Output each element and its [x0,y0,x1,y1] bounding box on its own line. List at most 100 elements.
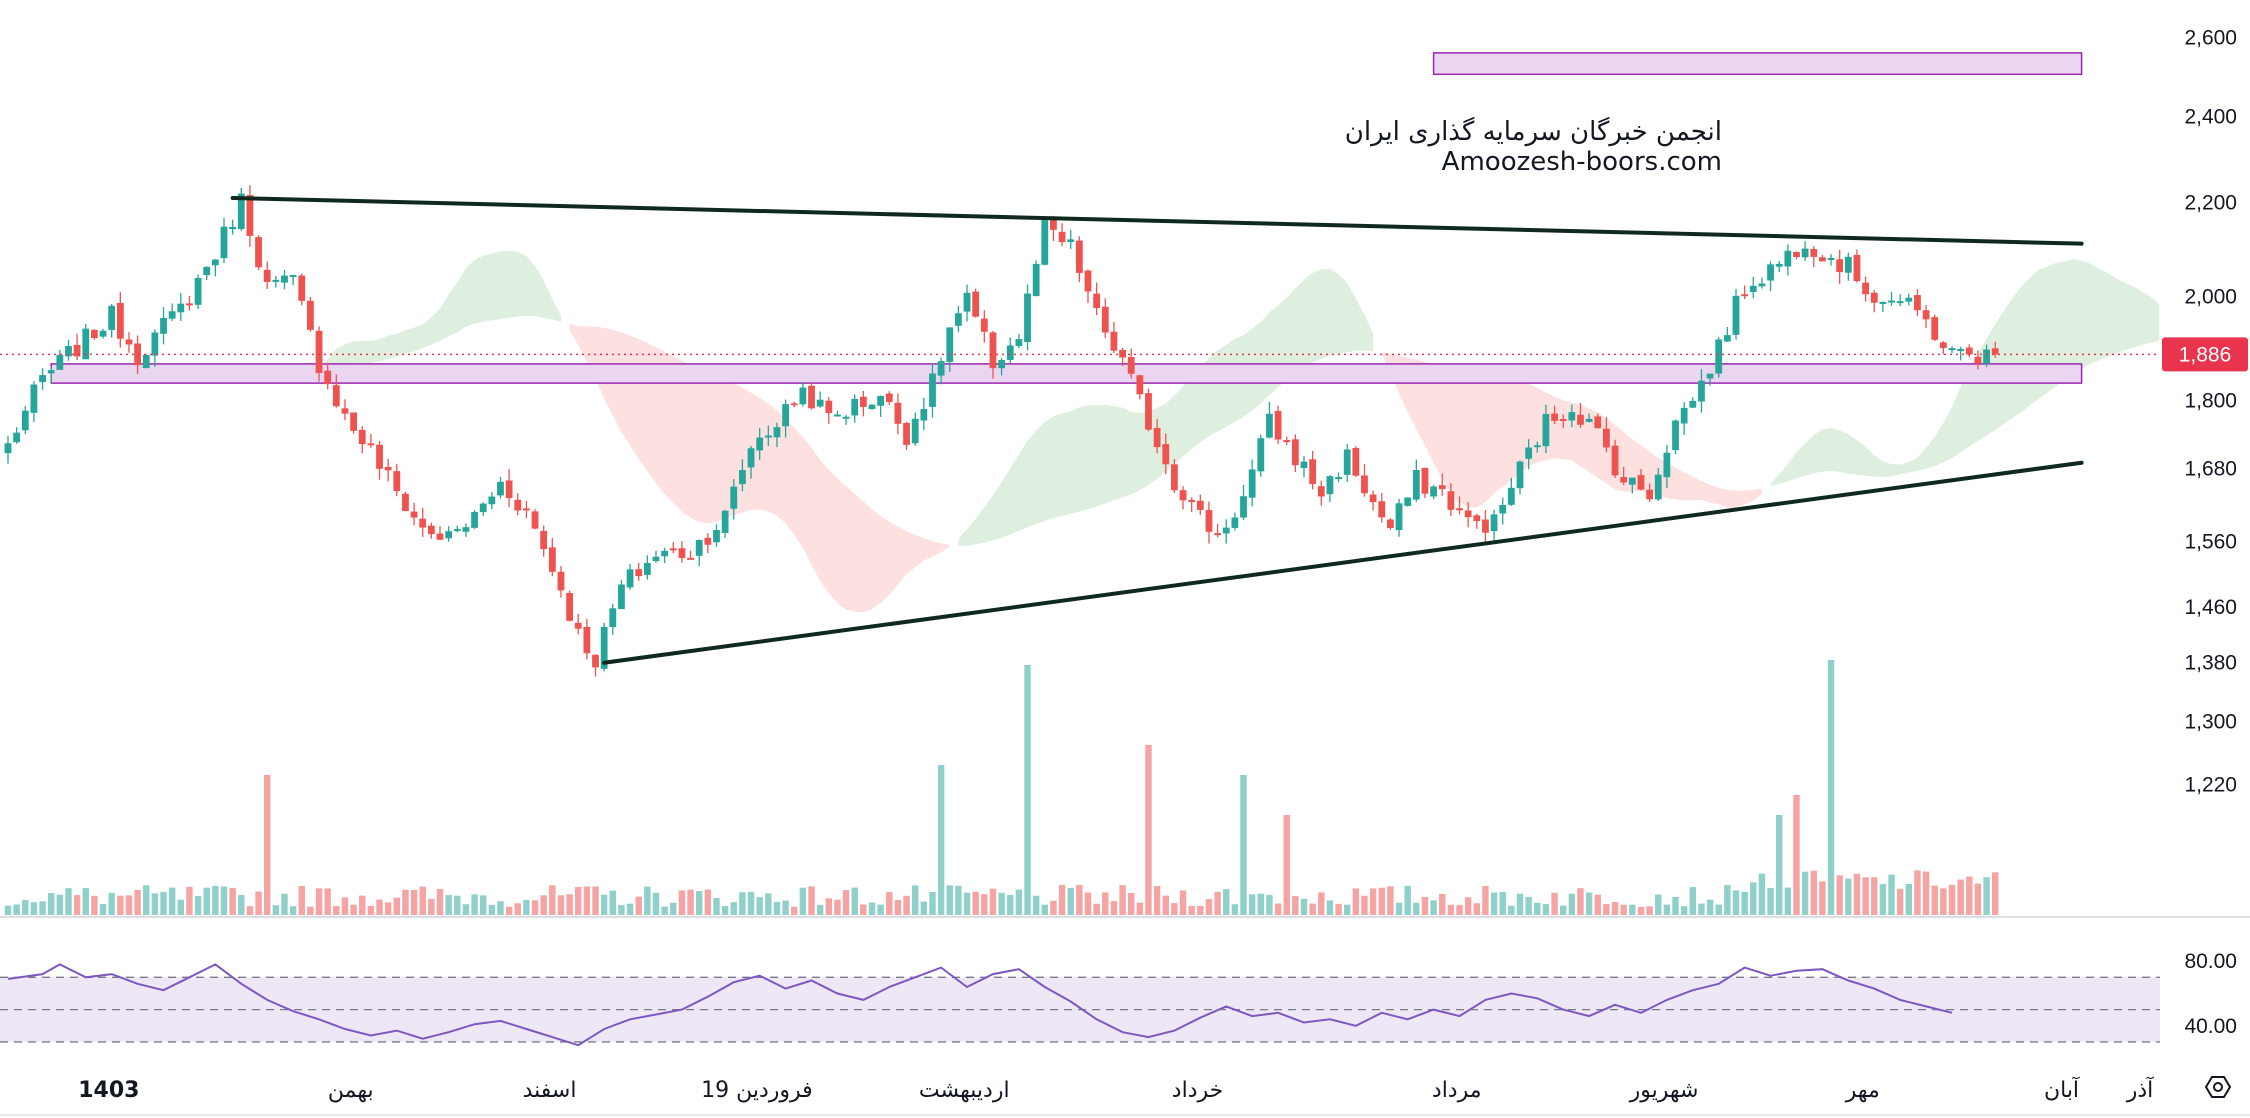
candle-body[interactable] [1637,475,1645,490]
candle-body[interactable] [151,332,159,356]
candle-body[interactable] [116,302,124,339]
candle-body[interactable] [1127,357,1135,374]
candle-body[interactable] [1715,339,1723,374]
candle-body[interactable] [281,275,288,283]
candle-body[interactable] [540,530,548,550]
candle-body[interactable] [877,396,885,406]
candle-body[interactable] [1974,356,1982,364]
candle-body[interactable] [1032,264,1040,297]
candle-body[interactable] [65,345,72,357]
candle-body[interactable] [436,533,444,540]
candle-body[interactable] [808,385,815,409]
candle-body[interactable] [1145,393,1152,430]
candle-body[interactable] [868,404,876,410]
candle-body[interactable] [1559,419,1567,422]
candle-body[interactable] [367,443,375,446]
candle-body[interactable] [220,226,228,259]
candle-body[interactable] [1490,514,1498,532]
candle-body[interactable] [1939,342,1947,349]
candle-body[interactable] [462,527,470,532]
candle-body[interactable] [695,539,703,556]
candle-body[interactable] [834,414,841,417]
candle-body[interactable] [548,547,556,572]
candle-body[interactable] [1784,250,1792,267]
candle-body[interactable] [929,373,936,407]
candle-body[interactable] [1447,491,1455,510]
candle-body[interactable] [1594,416,1602,429]
candle-body[interactable] [955,313,962,326]
candle-body[interactable] [1387,519,1394,528]
candle-body[interactable] [358,429,366,445]
candle-body[interactable] [747,448,755,468]
candle-body[interactable] [1620,477,1628,483]
candle-body[interactable] [445,531,453,539]
candle-body[interactable] [1343,449,1351,475]
candle-body[interactable] [1317,486,1325,497]
candle-body[interactable] [1723,335,1731,342]
price-axis[interactable]: 2,600 2,400 2,200 2,000 1,800 1,680 1,560 1,460… [2184,27,2237,797]
candle-body[interactable] [730,486,738,509]
candle-body[interactable] [272,279,280,282]
rsi-line[interactable] [7,963,1953,1047]
candle-body[interactable] [523,508,530,511]
candle-body[interactable] [1300,461,1308,468]
candle-body[interactable] [1888,300,1895,303]
candle-body[interactable] [1628,477,1636,485]
candle-body[interactable] [177,303,185,313]
candle-body[interactable] [635,569,643,577]
candle-body[interactable] [1412,469,1420,500]
candle-body[interactable] [341,408,349,414]
candle-body[interactable] [1335,477,1342,480]
candle-body[interactable] [1741,294,1749,297]
candle-body[interactable] [1058,231,1066,243]
candle-body[interactable] [1507,487,1515,505]
candle-body[interactable] [1231,517,1239,528]
candle-body[interactable] [998,360,1005,369]
candle-body[interactable] [851,398,859,416]
candle-body[interactable] [99,330,107,337]
candle-body[interactable] [1326,476,1334,495]
candle-body[interactable] [1931,317,1939,340]
candle-body[interactable] [626,569,634,588]
candle-body[interactable] [1879,301,1887,304]
candle-body[interactable] [497,481,504,496]
candle-body[interactable] [903,423,910,445]
candle-body[interactable] [894,402,902,424]
candle-body[interactable] [73,344,81,357]
candle-body[interactable] [1965,347,1973,355]
candle-body[interactable] [1179,490,1187,501]
candle-body[interactable] [764,435,772,438]
candle-body[interactable] [1352,448,1360,476]
candle-body[interactable] [1983,349,1990,364]
candle-body[interactable] [592,654,599,668]
candle-body[interactable] [1006,345,1014,360]
candle-body[interactable] [1542,414,1550,447]
candle-body[interactable] [1905,297,1913,302]
candle-body[interactable] [1646,489,1653,500]
candle-body[interactable] [1464,510,1472,518]
candle-body[interactable] [203,266,211,276]
candle-body[interactable] [557,571,565,591]
candle-body[interactable] [1274,411,1282,440]
candle-body[interactable] [1093,293,1101,309]
rsi-pane[interactable]: 80.00 40.00 [0,950,2237,1047]
candle-body[interactable] [531,511,539,529]
candle-body[interactable] [1758,283,1766,287]
candle-body[interactable] [1499,505,1507,514]
candle-body[interactable] [1438,485,1446,490]
candle-body[interactable] [1171,464,1178,491]
candle-body[interactable] [1853,254,1861,282]
candle-body[interactable] [194,278,202,305]
candle-body[interactable] [186,303,193,306]
candle-body[interactable] [1870,292,1878,303]
candle-body[interactable] [1862,282,1869,295]
candle-body[interactable] [168,311,176,319]
candle-body[interactable] [1516,461,1524,489]
candle-body[interactable] [566,592,573,621]
candle-body[interactable] [1214,533,1221,536]
candle-body[interactable] [237,193,245,230]
candle-body[interactable] [1291,439,1299,466]
trendline[interactable] [230,195,2084,246]
candle-body[interactable] [1378,501,1386,518]
candle-body[interactable] [1793,251,1800,258]
